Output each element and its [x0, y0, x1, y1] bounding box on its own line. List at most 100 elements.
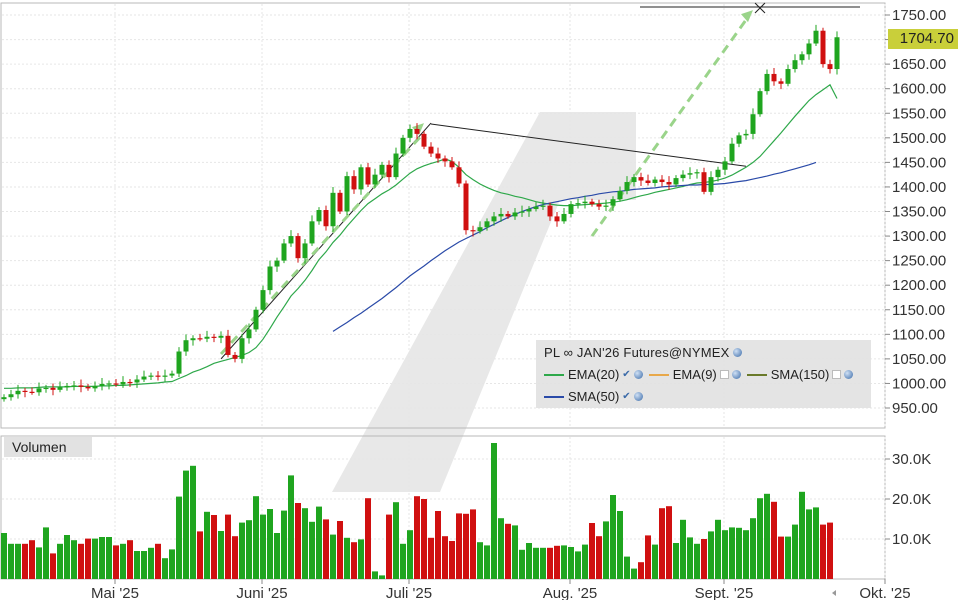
candle-body — [596, 204, 602, 207]
price-tick-label: 1450.00 — [892, 154, 946, 171]
candle-body — [715, 169, 721, 178]
settings-icon[interactable] — [731, 370, 741, 379]
candle-body — [449, 161, 455, 168]
volume-bar — [197, 531, 203, 579]
resistance-line — [430, 123, 747, 167]
volume-bar — [519, 549, 525, 579]
volume-bar — [134, 551, 140, 579]
checkbox-icon[interactable] — [719, 370, 729, 379]
candle-body — [92, 385, 98, 389]
candle-body — [50, 387, 56, 390]
candle-body — [554, 216, 560, 222]
volume-bar — [589, 523, 595, 579]
sma150-label: SMA(150) — [770, 367, 830, 382]
candle-body — [253, 309, 259, 330]
ema9-label: EMA(9) — [672, 367, 717, 382]
candle-body — [295, 236, 301, 259]
candle-body — [29, 391, 35, 393]
check-icon[interactable]: ✔ — [622, 369, 631, 380]
volume-bar — [561, 545, 567, 579]
check-icon[interactable]: ✔ — [622, 391, 631, 402]
volume-tick-label: 10.0K — [892, 531, 931, 548]
legend-item-sma50[interactable]: SMA(50) ✔ — [544, 389, 643, 404]
price-tick-label: 1500.00 — [892, 130, 946, 147]
candle-body — [484, 221, 490, 228]
candle-body — [141, 376, 147, 380]
candle-body — [127, 381, 133, 384]
settings-icon[interactable] — [844, 370, 854, 379]
volume-bar — [694, 543, 700, 579]
candle-body — [519, 211, 525, 213]
candle-body — [106, 383, 112, 385]
candle-body — [337, 192, 343, 212]
volume-bar — [50, 553, 56, 579]
candle-body — [204, 336, 210, 339]
volume-bar — [477, 542, 483, 579]
volume-bar — [442, 536, 448, 579]
candle-body — [43, 387, 49, 390]
candle-body — [827, 64, 833, 70]
x-tick-label: Okt. '25 — [859, 585, 910, 600]
candle-body — [631, 177, 637, 183]
volume-bar — [407, 530, 413, 579]
ema9-swatch — [648, 373, 669, 376]
volume-tick-label: 30.0K — [892, 451, 931, 468]
candle-body — [463, 183, 469, 231]
volume-bar — [162, 558, 168, 579]
candle-body — [281, 243, 287, 261]
settings-icon[interactable] — [633, 370, 643, 379]
candle-body — [624, 182, 630, 191]
volume-bar — [638, 562, 644, 579]
checkbox-icon[interactable] — [832, 370, 842, 379]
volume-bar — [155, 543, 161, 579]
volume-bar — [281, 510, 287, 579]
volume-bar — [260, 514, 266, 579]
volume-bar — [757, 498, 763, 579]
volume-panel-title: Volumen — [4, 437, 92, 457]
volume-bar — [43, 527, 49, 579]
candle-body — [785, 69, 791, 84]
candle-body — [757, 91, 763, 115]
instrument-title: PL ∞ JAN'26 Futures@NYMEX — [544, 345, 730, 360]
candle-body — [211, 336, 217, 338]
volume-bar — [645, 535, 651, 579]
ema20-swatch — [544, 373, 564, 376]
volume-bar — [582, 544, 588, 579]
volume-axis: 30.0K 20.0K 10.0K — [885, 451, 931, 548]
candle-body — [148, 375, 154, 377]
legend-item-sma150[interactable]: SMA(150) — [746, 367, 854, 382]
candle-body — [568, 204, 574, 214]
candle-body — [652, 179, 658, 184]
candle-body — [778, 81, 784, 84]
volume-bar — [596, 536, 602, 579]
legend-item-ema20[interactable]: EMA(20) ✔ — [544, 367, 643, 382]
candle-body — [372, 174, 378, 185]
candle-body — [120, 381, 126, 385]
volume-bar — [267, 509, 273, 579]
settings-icon[interactable] — [732, 348, 742, 357]
candle-body — [435, 153, 441, 159]
volume-bar — [666, 506, 672, 579]
volume-bar — [624, 556, 630, 579]
volume-bar — [253, 496, 259, 579]
volume-bar — [617, 511, 623, 579]
price-tick-label: 1050.00 — [892, 351, 946, 368]
volume-bars — [1, 443, 833, 579]
candle-body — [15, 390, 21, 395]
volume-bar — [351, 542, 357, 579]
settings-icon[interactable] — [633, 392, 643, 401]
volume-bar — [22, 543, 28, 579]
volume-bar — [379, 575, 385, 579]
volume-bar — [687, 537, 693, 579]
candle-body — [610, 199, 616, 206]
volume-bar — [232, 536, 238, 579]
legend-item-ema9[interactable]: EMA(9) — [648, 367, 741, 382]
volume-bar — [421, 499, 427, 579]
candle-body — [659, 179, 665, 183]
candle-body — [701, 172, 707, 192]
x-tick-label: Aug. '25 — [543, 585, 598, 600]
indicator-legend[interactable]: PL ∞ JAN'26 Futures@NYMEX EMA(20) ✔ EMA(9… — [536, 340, 871, 408]
volume-bar — [316, 506, 322, 579]
